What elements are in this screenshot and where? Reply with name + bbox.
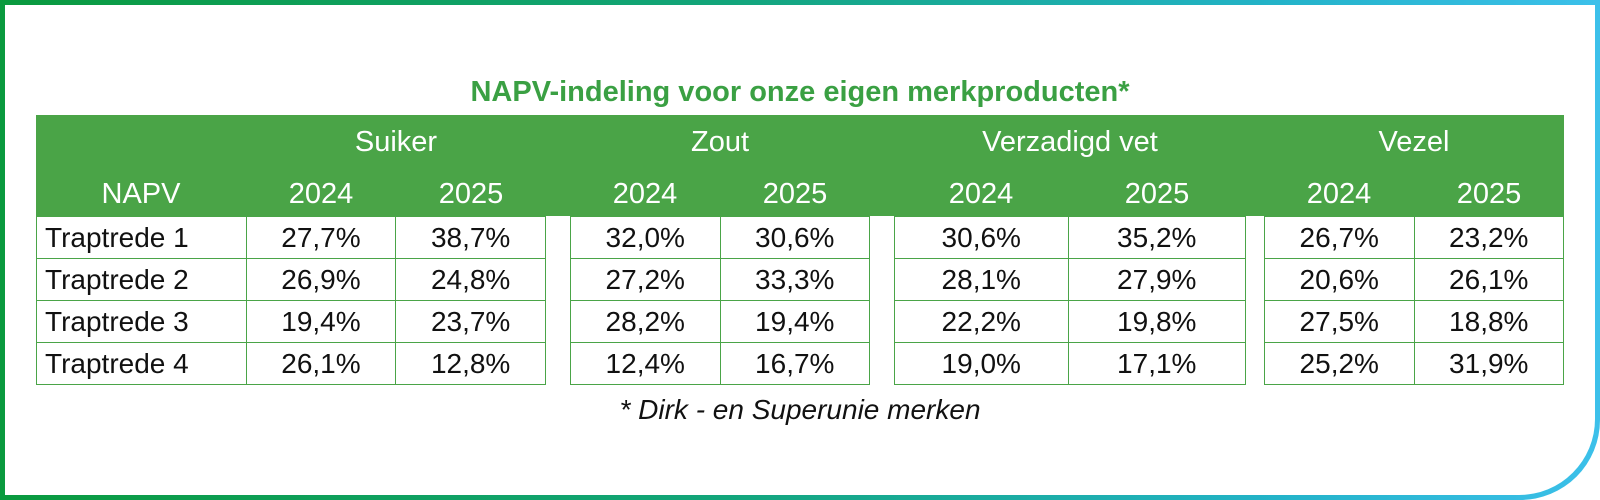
table-block-zout: 32,0% 30,6% 27,2% 33,3% 28,2% 19,4% 12,4…	[570, 216, 870, 385]
value-cell: 23,2%	[1413, 216, 1564, 259]
table-row: Traptrede 1 27,7% 38,7%	[36, 216, 546, 259]
table-title: NAPV-indeling voor onze eigen merkproduc…	[470, 76, 1130, 108]
row-label: Traptrede 2	[36, 258, 247, 301]
value-cell: 28,1%	[894, 258, 1069, 301]
table-row: Traptrede 4 26,1% 12,8%	[36, 342, 546, 385]
table-block-vezel: 26,7% 23,2% 20,6% 26,1% 27,5% 18,8% 25,2…	[1264, 216, 1564, 385]
value-cell: 12,8%	[395, 342, 546, 385]
value-cell: 17,1%	[1067, 342, 1246, 385]
table-row: 12,4% 16,7%	[570, 342, 870, 385]
table-row: 27,2% 33,3%	[570, 258, 870, 301]
value-cell: 12,4%	[570, 342, 721, 385]
table-row: 28,2% 19,4%	[570, 300, 870, 343]
year-header-vezel-2024: 2024	[1306, 178, 1372, 210]
value-cell: 27,5%	[1264, 300, 1415, 343]
value-cell: 27,7%	[245, 216, 397, 259]
napv-column-header: NAPV	[101, 178, 181, 210]
group-header-zout: Zout	[690, 126, 750, 158]
year-header-vezel-2025: 2025	[1456, 178, 1522, 210]
value-cell: 24,8%	[395, 258, 546, 301]
value-cell: 20,6%	[1264, 258, 1415, 301]
value-cell: 26,9%	[245, 258, 397, 301]
year-header-verzadigd-vet-2025: 2025	[1124, 178, 1190, 210]
header-band	[36, 115, 1564, 216]
value-cell: 26,1%	[1413, 258, 1564, 301]
value-cell: 19,4%	[719, 300, 870, 343]
value-cell: 22,2%	[894, 300, 1069, 343]
table-row: 27,5% 18,8%	[1264, 300, 1564, 343]
value-cell: 19,8%	[1067, 300, 1246, 343]
value-cell: 19,0%	[894, 342, 1069, 385]
value-cell: 38,7%	[395, 216, 546, 259]
value-cell: 26,7%	[1264, 216, 1415, 259]
value-cell: 16,7%	[719, 342, 870, 385]
value-cell: 25,2%	[1264, 342, 1415, 385]
table-row: 19,0% 17,1%	[894, 342, 1246, 385]
table-row: 30,6% 35,2%	[894, 216, 1246, 259]
group-header-vezel: Vezel	[1378, 126, 1450, 158]
value-cell: 18,8%	[1413, 300, 1564, 343]
year-header-suiker-2024: 2024	[288, 178, 354, 210]
year-header-verzadigd-vet-2024: 2024	[948, 178, 1014, 210]
year-header-zout-2025: 2025	[762, 178, 828, 210]
table-block-suiker: Traptrede 1 27,7% 38,7% Traptrede 2 26,9…	[36, 216, 546, 385]
year-header-zout-2024: 2024	[612, 178, 678, 210]
value-cell: 27,9%	[1067, 258, 1246, 301]
row-label: Traptrede 1	[36, 216, 247, 259]
value-cell: 30,6%	[894, 216, 1069, 259]
year-header-suiker-2025: 2025	[438, 178, 504, 210]
table-row: 22,2% 19,8%	[894, 300, 1246, 343]
value-cell: 26,1%	[245, 342, 397, 385]
value-cell: 31,9%	[1413, 342, 1564, 385]
table-row: 20,6% 26,1%	[1264, 258, 1564, 301]
table-row: 32,0% 30,6%	[570, 216, 870, 259]
group-header-verzadigd-vet: Verzadigd vet	[982, 126, 1158, 158]
value-cell: 19,4%	[245, 300, 397, 343]
value-cell: 28,2%	[570, 300, 721, 343]
value-cell: 33,3%	[719, 258, 870, 301]
value-cell: 30,6%	[719, 216, 870, 259]
value-cell: 32,0%	[570, 216, 721, 259]
table-row: 26,7% 23,2%	[1264, 216, 1564, 259]
table-row: Traptrede 3 19,4% 23,7%	[36, 300, 546, 343]
row-label: Traptrede 3	[36, 300, 247, 343]
table-block-verzadigd-vet: 30,6% 35,2% 28,1% 27,9% 22,2% 19,8% 19,0…	[894, 216, 1246, 385]
table-row: Traptrede 2 26,9% 24,8%	[36, 258, 546, 301]
value-cell: 35,2%	[1067, 216, 1246, 259]
footnote: * Dirk - en Superunie merken	[619, 394, 981, 425]
value-cell: 23,7%	[395, 300, 546, 343]
table-row: 25,2% 31,9%	[1264, 342, 1564, 385]
value-cell: 27,2%	[570, 258, 721, 301]
group-header-suiker: Suiker	[354, 126, 438, 158]
row-label: Traptrede 4	[36, 342, 247, 385]
table-row: 28,1% 27,9%	[894, 258, 1246, 301]
